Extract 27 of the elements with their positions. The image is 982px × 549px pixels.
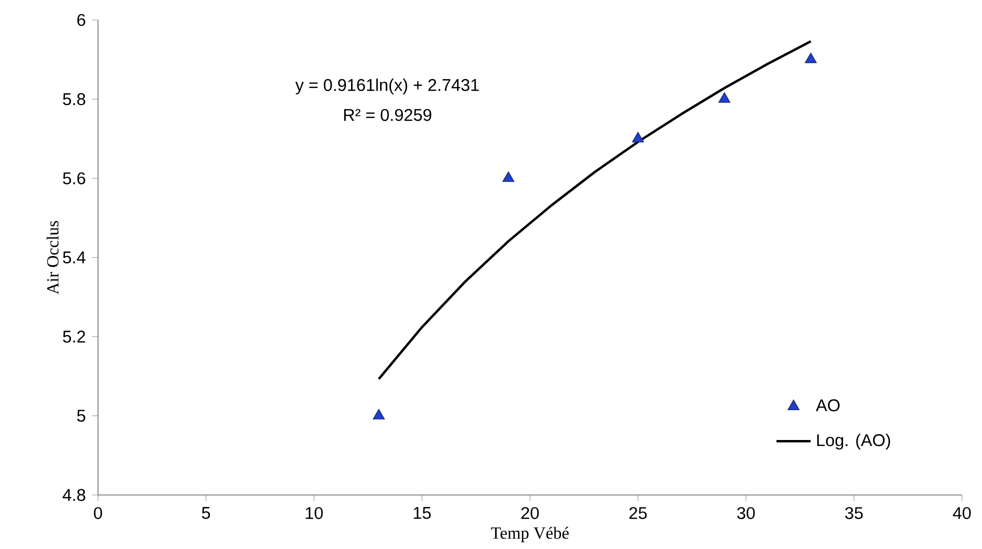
annotation: R² = 0.9259	[344, 108, 432, 121]
point	[502, 172, 514, 182]
legend-label: Log. (AO)	[817, 434, 890, 450]
y-tick-label: 6	[77, 14, 86, 26]
y-axis-title: Air Occlus	[46, 221, 59, 294]
x-tick-label: 30	[737, 507, 755, 520]
x-tick-label: 25	[629, 507, 647, 520]
x-tick-label: 5	[202, 507, 210, 519]
x-tick-label: 20	[521, 507, 539, 520]
point	[804, 52, 817, 64]
y-tick-label: 5.6	[62, 172, 86, 184]
point	[718, 92, 730, 103]
y-tick-label: 4.8	[62, 488, 86, 501]
x-axis-title: Temp Vébé	[491, 526, 569, 542]
point	[372, 409, 385, 420]
x-tick-label: 10	[306, 507, 323, 520]
y-tick-label: 5.2	[62, 330, 86, 343]
x-tick-label: 40	[952, 507, 971, 520]
x-tick-label: 0	[94, 507, 102, 520]
annotation: y = 0.9161ln(x) + 2.7431	[295, 78, 479, 94]
point	[632, 132, 644, 142]
legend-label: AO	[816, 399, 840, 412]
y-tick-label: 5	[77, 410, 86, 422]
x-tick-label: 35	[845, 507, 863, 520]
y-tick-label: 5.4	[62, 252, 86, 264]
y-tick-label: 5.8	[62, 93, 86, 106]
x-tick-label: 15	[414, 507, 431, 519]
